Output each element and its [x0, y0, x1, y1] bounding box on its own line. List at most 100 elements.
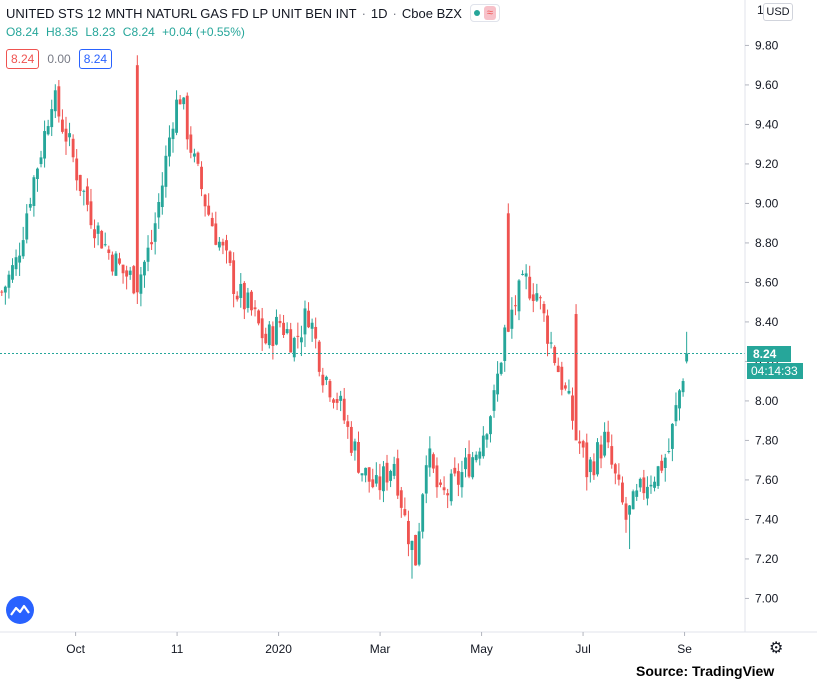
- time-axis[interactable]: Oct 11 2020 Mar May Jul Se: [66, 632, 692, 656]
- y-tick-label: 9.80: [755, 38, 779, 52]
- candle-body: [32, 177, 36, 206]
- candle-body: [75, 158, 79, 181]
- candle-body: [471, 457, 475, 478]
- candle-body: [28, 203, 32, 208]
- candle-body: [385, 462, 389, 483]
- candle-body: [143, 261, 146, 276]
- candle-body: [71, 138, 75, 158]
- candle-body: [492, 390, 496, 411]
- candle-body: [96, 225, 100, 234]
- candle-body: [135, 65, 139, 293]
- candle-body: [645, 486, 649, 499]
- candle-body: [200, 166, 203, 190]
- candle-body: [53, 90, 57, 112]
- candle-body: [553, 346, 557, 364]
- candle-body: [499, 362, 503, 374]
- candle-body: [110, 254, 114, 272]
- candle-body: [196, 152, 200, 164]
- candle-body: [567, 390, 571, 394]
- candle-body: [524, 273, 528, 277]
- candle-body: [360, 473, 364, 476]
- symbol-title[interactable]: UNITED STS 12 MNTH NATURL GAS FD LP UNIT…: [6, 5, 357, 21]
- candle-body: [307, 310, 310, 328]
- gear-icon[interactable]: ⚙: [769, 640, 784, 657]
- candle-body: [592, 461, 596, 476]
- candle-body: [521, 273, 524, 275]
- candle-body: [118, 258, 121, 264]
- symbol-header[interactable]: UNITED STS 12 MNTH NATURL GAS FD LP UNIT…: [6, 4, 500, 22]
- candle-body: [203, 194, 207, 207]
- price-axis[interactable]: 7.007.207.407.607.808.008.208.408.608.80…: [745, 38, 779, 605]
- y-tick-label: 8.80: [755, 236, 779, 250]
- candle-body: [464, 457, 467, 470]
- candle-body: [0, 291, 4, 293]
- candle-body: [588, 459, 592, 473]
- candle-body: [275, 316, 278, 345]
- candle-body: [57, 86, 61, 117]
- candle-body: [257, 310, 261, 324]
- candle-body: [510, 309, 514, 329]
- x-tick-label: Se: [677, 642, 692, 656]
- candle-body: [160, 185, 164, 208]
- candle-body: [449, 473, 453, 502]
- candle-body: [456, 471, 460, 485]
- candle-body: [603, 431, 607, 456]
- candle-body: [460, 472, 464, 488]
- candle-body: [43, 131, 47, 159]
- x-tick-label: Oct: [66, 642, 85, 656]
- candle-body: [64, 128, 68, 142]
- candle-body: [374, 475, 378, 484]
- candle-body: [556, 365, 560, 373]
- candle-body: [667, 450, 671, 452]
- bid-badge[interactable]: 8.24: [6, 49, 40, 69]
- candle-body: [442, 487, 446, 491]
- candle-body: [560, 366, 564, 390]
- spread-value: 0.00: [47, 52, 71, 66]
- x-tick-label: Jul: [575, 642, 590, 656]
- ask-badge[interactable]: 8.24: [78, 49, 113, 69]
- candle-body: [367, 467, 371, 482]
- candle-body: [514, 305, 517, 307]
- y-tick-label: 9.60: [755, 78, 779, 92]
- y-tick-label: 7.60: [755, 473, 779, 487]
- candle-body: [406, 520, 410, 545]
- candle-body: [235, 295, 239, 300]
- candle-body: [531, 294, 535, 302]
- candle-body: [596, 442, 599, 475]
- candle-body: [178, 99, 182, 105]
- candle-body: [585, 442, 589, 478]
- candle-body: [382, 466, 385, 492]
- candle-body: [549, 342, 553, 344]
- y-tick-label: 7.00: [755, 591, 779, 605]
- candle-body: [417, 531, 421, 565]
- candle-body: [431, 454, 435, 469]
- candle-body: [574, 314, 578, 441]
- candle-body: [139, 274, 143, 294]
- candle-body: [225, 240, 228, 251]
- candle-body: [228, 251, 232, 263]
- candle-body: [349, 426, 353, 453]
- candle-body: [496, 373, 500, 395]
- high-value: H8.35: [46, 25, 79, 39]
- candle-body: [610, 446, 614, 465]
- status-pill[interactable]: ≈: [469, 4, 500, 22]
- x-tick-label: May: [470, 642, 493, 656]
- candle-body: [171, 128, 175, 140]
- interval-label[interactable]: 1D: [370, 5, 388, 21]
- candle-body: [168, 137, 171, 157]
- candle-body: [478, 451, 482, 459]
- candle-body: [282, 322, 286, 335]
- currency-button[interactable]: USD: [763, 3, 793, 21]
- tradingview-logo-icon[interactable]: [6, 596, 34, 624]
- candle-body: [681, 381, 685, 393]
- candle-body: [546, 315, 549, 344]
- candle-body: [89, 201, 93, 226]
- candle-body: [631, 491, 635, 510]
- candle-body: [285, 329, 289, 334]
- candle-body: [663, 457, 667, 469]
- candle-body: [467, 454, 471, 477]
- y-tick-label: 8.40: [755, 315, 779, 329]
- separator: ·: [361, 5, 366, 21]
- candle-body: [446, 493, 450, 496]
